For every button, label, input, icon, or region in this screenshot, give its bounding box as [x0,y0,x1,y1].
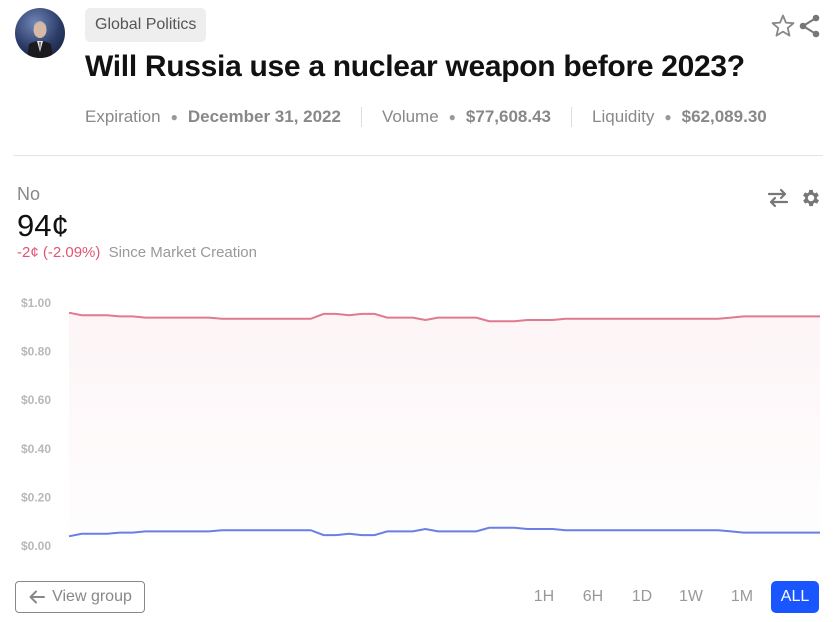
range-1h[interactable]: 1H [533,588,555,605]
swap-icon[interactable] [766,188,790,208]
liquidity-label: Liquidity [592,107,655,126]
category-tag[interactable]: Global Politics [85,8,207,42]
gear-icon[interactable] [800,187,822,209]
market-avatar [15,8,65,58]
change-percent: (-2.09%) [42,244,101,261]
price-change: -2¢ (-2.09%) Since Market Creation [17,244,257,261]
y-tick-label: $0.00 [21,539,51,553]
y-tick-label: $0.80 [21,345,51,359]
range-1m[interactable]: 1M [730,588,754,605]
y-tick-label: $0.40 [21,442,51,456]
expiration-label: Expiration [85,107,161,126]
y-tick-label: $1.00 [21,296,51,310]
range-1w[interactable]: 1W [679,588,703,605]
meta-separator [571,107,573,127]
outcome-price: 94¢ [17,208,69,243]
y-tick-label: $0.60 [21,393,51,407]
no-series-line [68,311,820,323]
change-since: Since Market Creation [108,244,257,261]
y-tick-label: $0.20 [21,490,51,504]
meta-dot: ● [664,110,672,124]
meta-dot: ● [448,110,456,124]
arrow-left-icon [29,590,46,604]
change-absolute: -2¢ [17,244,39,261]
view-group-button[interactable]: View group [15,581,145,613]
volume-label: Volume [381,107,439,126]
range-6h[interactable]: 6H [582,588,604,605]
no-series-area [69,312,820,537]
volume-value: $77,608.43 [465,107,552,126]
share-icon[interactable] [798,13,822,39]
expiration-value: December 31, 2022 [187,107,341,126]
view-group-label: View group [52,588,132,605]
header-divider [13,155,823,156]
market-title: Will Russia use a nuclear weapon before … [85,50,745,83]
avatar-image [27,21,53,58]
outcome-label: No [17,184,41,204]
range-all[interactable]: ALL [771,581,819,613]
meta-separator [360,107,362,127]
range-1d[interactable]: 1D [631,588,653,605]
star-icon[interactable] [770,13,796,39]
market-meta: Expiration ● December 31, 2022 Volume ● … [85,104,767,130]
meta-dot: ● [170,110,178,124]
liquidity-value: $62,089.30 [681,107,767,126]
price-chart: $0.00 $0.20 $0.40 $0.60 $0.80 $1.00 [21,296,820,553]
time-range-selector: 1H 6H 1D 1W 1M ALL [0,581,834,613]
yes-series-line [68,526,820,538]
